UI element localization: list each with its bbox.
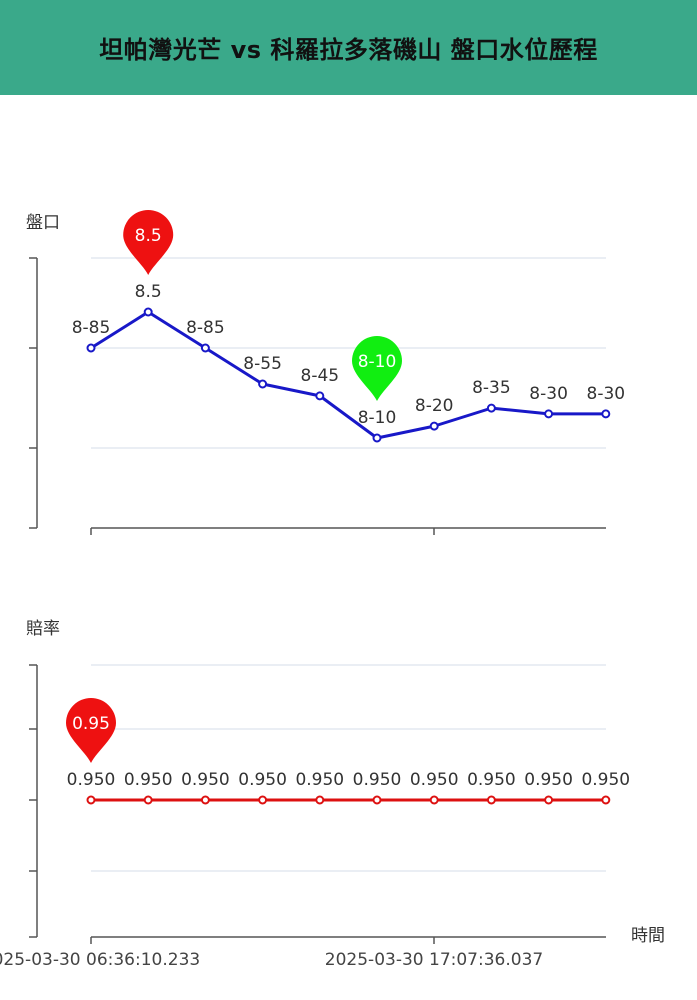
data-label: 8-35 xyxy=(472,378,511,398)
data-point xyxy=(143,795,153,805)
data-label: 0.950 xyxy=(181,770,230,790)
page-header: 坦帕灣光芒 vs 科羅拉多落磯山 盤口水位歷程 xyxy=(0,0,697,95)
min-marker-label: 8-10 xyxy=(358,352,397,372)
data-point xyxy=(200,795,210,805)
data-label: 0.950 xyxy=(524,770,573,790)
data-label: 8-30 xyxy=(529,384,568,404)
data-label: 0.950 xyxy=(67,770,116,790)
x-tick-label: 2025-03-30 17:07:36.037 xyxy=(325,950,543,970)
data-label: 8-20 xyxy=(415,396,454,416)
data-point xyxy=(86,343,96,353)
data-label: 0.950 xyxy=(410,770,459,790)
data-point xyxy=(429,795,439,805)
handicap-chart: 盤口 8-85 8.5 8-85 8-55 8-45 8-10 8-20 8-35 8-30 8-3… xyxy=(26,209,626,535)
data-label: 8-10 xyxy=(358,408,397,428)
data-label: 8-45 xyxy=(301,366,340,386)
max-marker-pin xyxy=(123,209,174,275)
data-point xyxy=(143,307,153,317)
data-point xyxy=(315,391,325,401)
data-point xyxy=(601,795,611,805)
data-label: 0.950 xyxy=(581,770,630,790)
y-axis-label: 盤口 xyxy=(26,213,60,233)
data-label: 0.950 xyxy=(467,770,516,790)
data-point xyxy=(486,403,496,413)
data-point xyxy=(544,795,554,805)
odds-chart: 賠率 0.950 0.950 0.950 0.950 0.950 0.950 0.950 0.9… xyxy=(0,619,665,970)
data-label: 8-55 xyxy=(243,354,282,374)
data-point xyxy=(315,795,325,805)
data-point xyxy=(601,409,611,419)
data-label: 0.950 xyxy=(295,770,344,790)
data-label: 8-85 xyxy=(186,318,225,338)
max-marker-pin xyxy=(66,698,116,763)
data-point xyxy=(372,795,382,805)
data-point xyxy=(258,379,268,389)
min-marker-pin xyxy=(352,336,402,401)
data-label: 0.950 xyxy=(238,770,287,790)
data-point xyxy=(544,409,554,419)
x-axis-label: 時間 xyxy=(631,926,665,946)
data-label: 0.950 xyxy=(353,770,402,790)
page-title: 坦帕灣光芒 vs 科羅拉多落磯山 盤口水位歷程 xyxy=(99,36,598,64)
max-marker-label: 8.5 xyxy=(135,226,162,246)
data-label: 8-30 xyxy=(587,384,626,404)
data-point xyxy=(486,795,496,805)
x-tick-label: 2025-03-30 06:36:10.233 xyxy=(0,950,200,970)
data-label: 8-85 xyxy=(72,318,111,338)
data-point xyxy=(372,433,382,443)
data-label: 8.5 xyxy=(135,282,162,302)
y-axis-label: 賠率 xyxy=(26,619,60,639)
data-point xyxy=(258,795,268,805)
data-label: 0.950 xyxy=(124,770,173,790)
data-point xyxy=(200,343,210,353)
max-marker-label: 0.95 xyxy=(72,714,110,734)
data-point xyxy=(86,795,96,805)
series-line xyxy=(90,310,606,440)
data-point xyxy=(429,421,439,431)
